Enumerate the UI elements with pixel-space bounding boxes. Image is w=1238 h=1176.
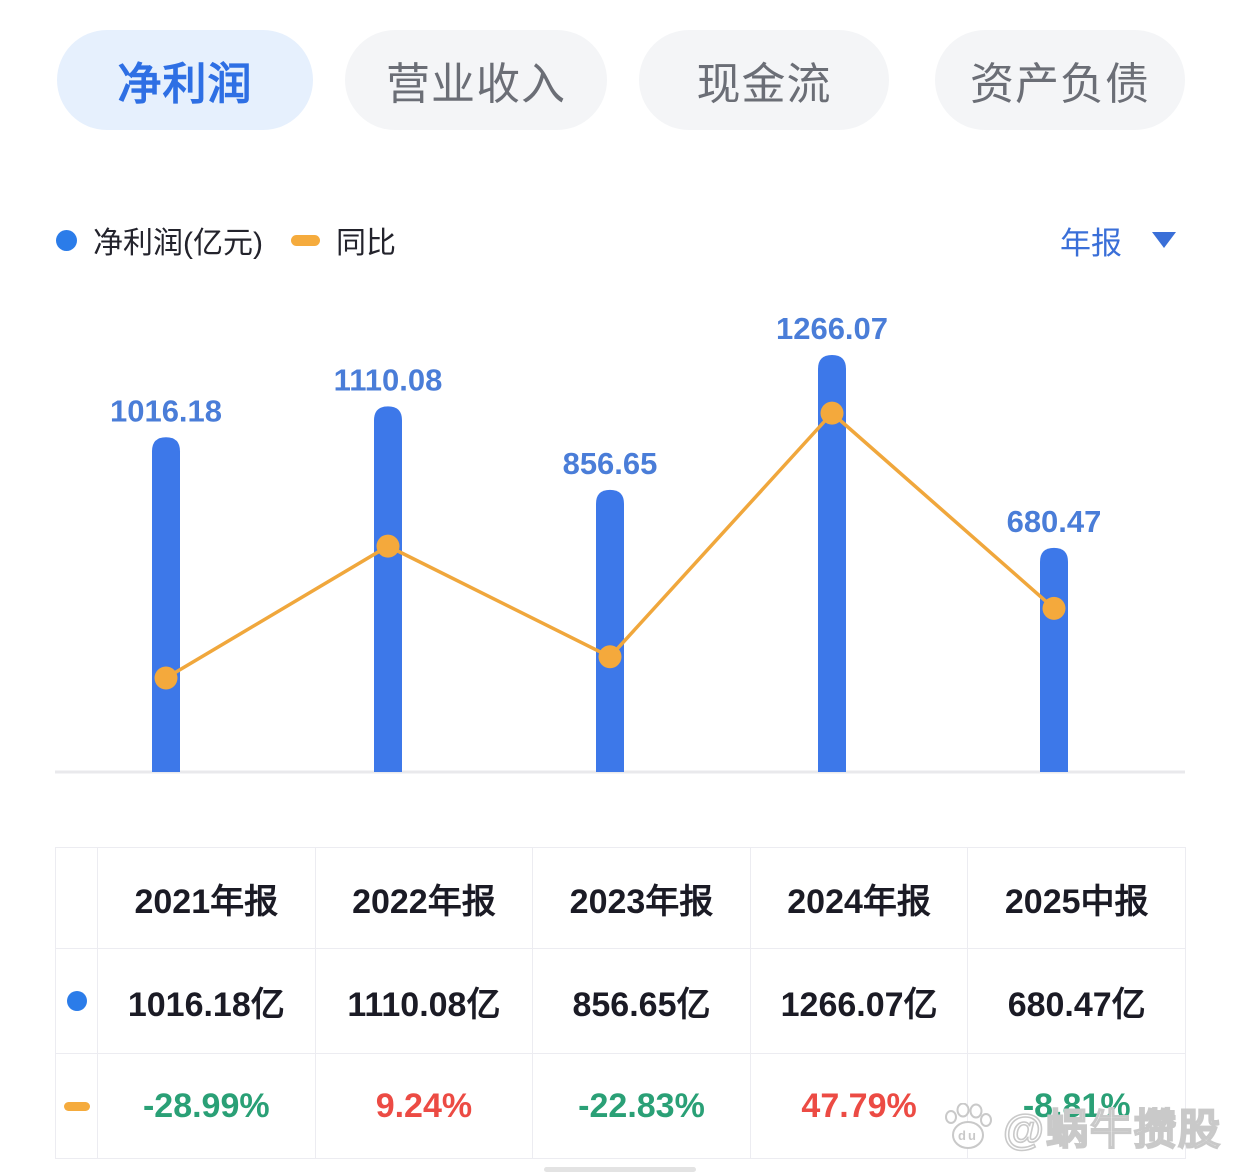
yoy-legend-dash-icon: [290, 234, 320, 246]
blue-dot-icon: [66, 991, 87, 1011]
yoy-value-2024: 47.79%: [750, 1054, 969, 1159]
yoy-value-2021: -28.99%: [98, 1054, 316, 1159]
yoy-row-marker: [56, 1054, 98, 1159]
tab-revenue[interactable]: 营业收入: [345, 30, 607, 130]
yoy-value-2022: 9.24%: [315, 1054, 534, 1159]
orange-dash-icon: [63, 1101, 90, 1111]
table-header-2021: 2021年报: [98, 848, 316, 949]
net-profit-value-2022: 1110.08亿: [315, 949, 534, 1054]
yoy-dot-2023年报[interactable]: [598, 645, 622, 669]
watermark: du @蜗牛攒股: [941, 1096, 1222, 1157]
bar-2024年报[interactable]: [818, 355, 846, 772]
table-header-2023: 2023年报: [533, 848, 751, 949]
svg-text:du: du: [958, 1128, 978, 1143]
yoy-dot-2021年报[interactable]: [154, 666, 178, 690]
financial-table: 2021年报 2022年报 2023年报 2024年报 2025中报 1016.…: [55, 847, 1186, 1159]
yoy-dot-2022年报[interactable]: [376, 534, 400, 558]
yoy-legend-label: 同比: [335, 227, 396, 260]
chevron-down-icon: [1152, 232, 1176, 248]
net-profit-value-2024: 1266.07亿: [750, 949, 969, 1054]
bar-label-2022年报: 1110.08: [334, 362, 443, 397]
watermark-text: @蜗牛攒股: [1002, 1105, 1222, 1154]
bar-label-2021年报: 1016.18: [110, 393, 222, 428]
period-selector-label: 年报: [1060, 225, 1122, 261]
yoy-value-2023: -22.83%: [533, 1054, 751, 1159]
table-header-2025: 2025中报: [968, 848, 1186, 949]
bar-2021年报[interactable]: [152, 437, 180, 772]
tab-net-profit[interactable]: 净利润: [57, 30, 313, 130]
net-profit-row-marker: [56, 949, 98, 1054]
period-selector[interactable]: 年报: [1060, 219, 1176, 261]
net-profit-value-2021: 1016.18亿: [98, 949, 316, 1054]
bar-label-2024年报: 1266.07: [776, 311, 888, 346]
bar-label-2025中报: 680.47: [1007, 504, 1102, 539]
table-corner-cell: [56, 848, 98, 949]
bar-2023年报[interactable]: [596, 489, 624, 772]
table-header-2022: 2022年报: [315, 848, 534, 949]
chart-legend: 净利润(亿元) 同比: [56, 219, 396, 261]
baidu-paw-icon: du: [945, 1102, 993, 1149]
yoy-dot-2024年报[interactable]: [820, 401, 844, 425]
bar-2022年报[interactable]: [374, 406, 402, 772]
home-indicator: [544, 1167, 696, 1172]
bar-label-2023年报: 856.65: [563, 446, 658, 481]
net-profit-legend-label: 净利润(亿元): [93, 227, 263, 260]
bar-2025中报[interactable]: [1040, 547, 1068, 772]
yoy-dot-2025中报[interactable]: [1042, 596, 1066, 620]
net-profit-value-2023: 856.65亿: [533, 949, 751, 1054]
net-profit-legend-dot-icon: [56, 229, 77, 251]
table-header-2024: 2024年报: [750, 848, 969, 949]
net-profit-value-2025: 680.47亿: [968, 949, 1186, 1054]
tab-cash-flow[interactable]: 现金流: [639, 30, 889, 130]
tab-assets-liabilities[interactable]: 资产负债: [935, 30, 1185, 130]
yoy-value-2025: -8.81%: [968, 1054, 1186, 1159]
